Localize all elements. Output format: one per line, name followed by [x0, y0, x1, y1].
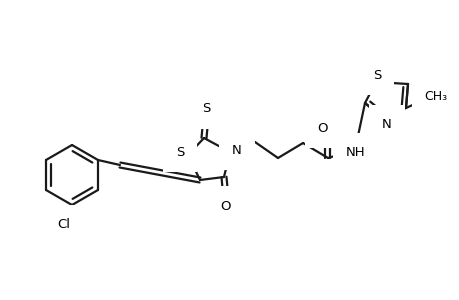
Text: O: O — [220, 200, 231, 212]
Text: O: O — [317, 122, 328, 134]
Text: CH₃: CH₃ — [424, 89, 447, 103]
Text: N: N — [381, 118, 391, 131]
Text: CH₃: CH₃ — [424, 89, 447, 103]
Text: N: N — [232, 143, 241, 157]
Text: S: S — [175, 146, 184, 158]
Text: S: S — [372, 68, 381, 82]
Text: NH: NH — [346, 146, 365, 160]
Text: N: N — [232, 143, 241, 157]
Text: N: N — [381, 118, 391, 131]
Text: NH: NH — [346, 146, 365, 160]
Text: Cl: Cl — [57, 218, 70, 232]
Text: S: S — [372, 68, 381, 82]
Text: Cl: Cl — [57, 218, 70, 232]
Text: S: S — [202, 103, 210, 116]
Text: S: S — [175, 146, 184, 158]
Text: O: O — [220, 200, 231, 212]
Text: S: S — [202, 103, 210, 116]
Text: O: O — [317, 122, 328, 134]
